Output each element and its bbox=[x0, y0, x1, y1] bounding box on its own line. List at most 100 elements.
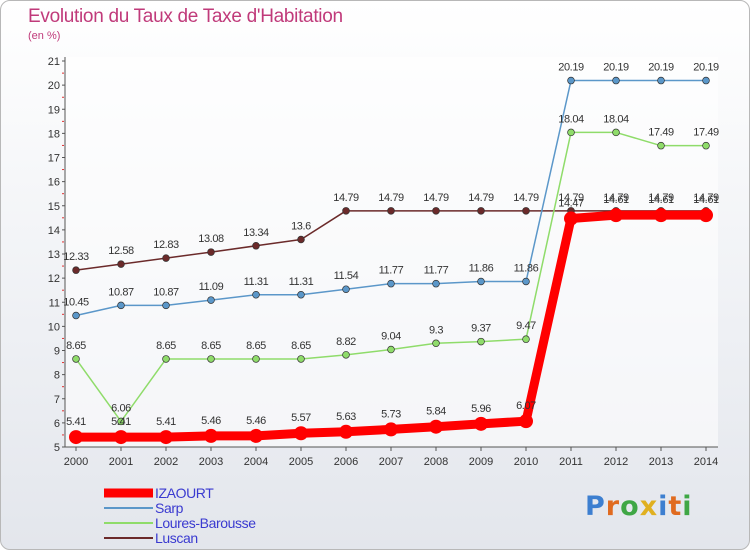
y-tick-label: 13 bbox=[48, 249, 60, 261]
data-label: 9.3 bbox=[429, 324, 443, 336]
data-label: 12.58 bbox=[108, 245, 134, 257]
x-tick-label: 2014 bbox=[694, 456, 718, 468]
data-label: 5.96 bbox=[471, 403, 491, 415]
data-point bbox=[114, 430, 128, 445]
data-label: 5.63 bbox=[336, 411, 356, 423]
data-label: 9.04 bbox=[381, 331, 401, 343]
data-point bbox=[252, 291, 260, 299]
data-label: 6.06 bbox=[111, 402, 131, 414]
data-label: 5.84 bbox=[426, 406, 446, 418]
data-label: 8.65 bbox=[66, 340, 86, 352]
data-point bbox=[339, 424, 353, 439]
data-label: 9.37 bbox=[471, 323, 491, 335]
x-tick-label: 2006 bbox=[334, 456, 358, 468]
data-label: 5.46 bbox=[246, 415, 266, 427]
chart-title: Evolution du Taux de Taxe d'Habitation bbox=[28, 6, 343, 27]
data-label: 8.82 bbox=[336, 336, 356, 348]
x-tick-label: 2011 bbox=[559, 456, 583, 468]
data-point bbox=[429, 419, 443, 434]
data-point bbox=[477, 277, 485, 286]
logo-letter: t bbox=[668, 491, 683, 522]
data-label: 6.07 bbox=[516, 400, 536, 412]
data-point bbox=[657, 141, 665, 150]
data-point bbox=[342, 207, 350, 215]
data-point bbox=[252, 355, 260, 363]
data-label: 14.61 bbox=[648, 194, 674, 206]
x-tick-label: 2004 bbox=[244, 456, 268, 468]
legend-label: Loures-Barousse bbox=[155, 515, 256, 531]
data-point bbox=[612, 128, 620, 137]
data-label: 14.79 bbox=[333, 192, 359, 204]
data-point bbox=[249, 428, 263, 443]
data-label: 13.34 bbox=[243, 227, 269, 239]
data-label: 14.79 bbox=[558, 192, 584, 204]
plot-area bbox=[65, 57, 718, 447]
x-tick-label: 2012 bbox=[604, 456, 628, 468]
data-label: 11.31 bbox=[244, 276, 269, 288]
data-label: 10.87 bbox=[108, 286, 134, 298]
proxiti-logo: Proxiti bbox=[585, 491, 693, 522]
x-tick-label: 2002 bbox=[154, 456, 178, 468]
data-label: 14.79 bbox=[693, 192, 719, 204]
logo-letter: P bbox=[585, 491, 606, 522]
x-tick-label: 2013 bbox=[649, 456, 673, 468]
y-tick-label: 5 bbox=[54, 442, 60, 454]
y-tick-label: 21 bbox=[48, 56, 60, 68]
data-point bbox=[387, 345, 395, 354]
data-point bbox=[432, 279, 440, 288]
data-label: 14.61 bbox=[693, 194, 719, 206]
data-point bbox=[699, 208, 713, 223]
logo-letter: i bbox=[658, 491, 669, 522]
data-point bbox=[702, 76, 710, 85]
data-label: 14.79 bbox=[513, 192, 539, 204]
logo-letter: r bbox=[605, 491, 621, 522]
data-point bbox=[72, 311, 80, 320]
data-point bbox=[567, 76, 575, 85]
data-point bbox=[297, 291, 305, 299]
data-label: 5.41 bbox=[66, 416, 86, 428]
data-point bbox=[522, 207, 530, 215]
data-label: 5.41 bbox=[156, 416, 176, 428]
data-point bbox=[294, 426, 308, 441]
x-tick-label: 2005 bbox=[289, 456, 313, 468]
data-point bbox=[657, 76, 665, 85]
x-tick-label: 2003 bbox=[199, 456, 223, 468]
x-tick-label: 2007 bbox=[379, 456, 403, 468]
y-tick-label: 20 bbox=[48, 80, 60, 92]
data-point bbox=[117, 417, 125, 426]
data-point bbox=[342, 351, 350, 359]
data-point bbox=[72, 266, 80, 274]
data-point bbox=[207, 355, 215, 363]
data-label: 13.6 bbox=[291, 221, 311, 233]
data-label: 14.47 bbox=[558, 198, 584, 210]
data-point bbox=[432, 339, 440, 348]
data-label: 18.04 bbox=[558, 113, 584, 125]
data-label: 14.79 bbox=[468, 192, 494, 204]
data-point bbox=[522, 277, 530, 286]
data-point bbox=[654, 208, 668, 223]
x-tick-label: 2000 bbox=[64, 456, 88, 468]
data-point bbox=[297, 235, 305, 244]
data-label: 11.77 bbox=[379, 265, 404, 277]
data-label: 11.86 bbox=[514, 263, 539, 275]
y-tick-label: 6 bbox=[54, 418, 60, 430]
y-tick-label: 9 bbox=[54, 346, 60, 358]
data-label: 14.79 bbox=[603, 192, 629, 204]
x-tick-label: 2009 bbox=[469, 456, 493, 468]
data-point bbox=[69, 430, 83, 445]
x-tick-label: 2008 bbox=[424, 456, 448, 468]
data-point bbox=[252, 242, 260, 250]
data-label: 5.57 bbox=[291, 412, 311, 424]
data-point bbox=[387, 207, 395, 215]
data-point bbox=[567, 128, 575, 137]
data-label: 11.31 bbox=[289, 276, 314, 288]
data-label: 5.73 bbox=[381, 408, 401, 420]
data-label: 14.61 bbox=[603, 194, 629, 206]
data-label: 18.04 bbox=[603, 113, 629, 125]
data-label: 13.08 bbox=[198, 233, 224, 245]
data-point bbox=[207, 296, 215, 304]
data-point bbox=[297, 355, 305, 363]
data-point bbox=[162, 301, 170, 310]
data-label: 14.79 bbox=[423, 192, 449, 204]
y-tick-label: 8 bbox=[54, 370, 60, 382]
